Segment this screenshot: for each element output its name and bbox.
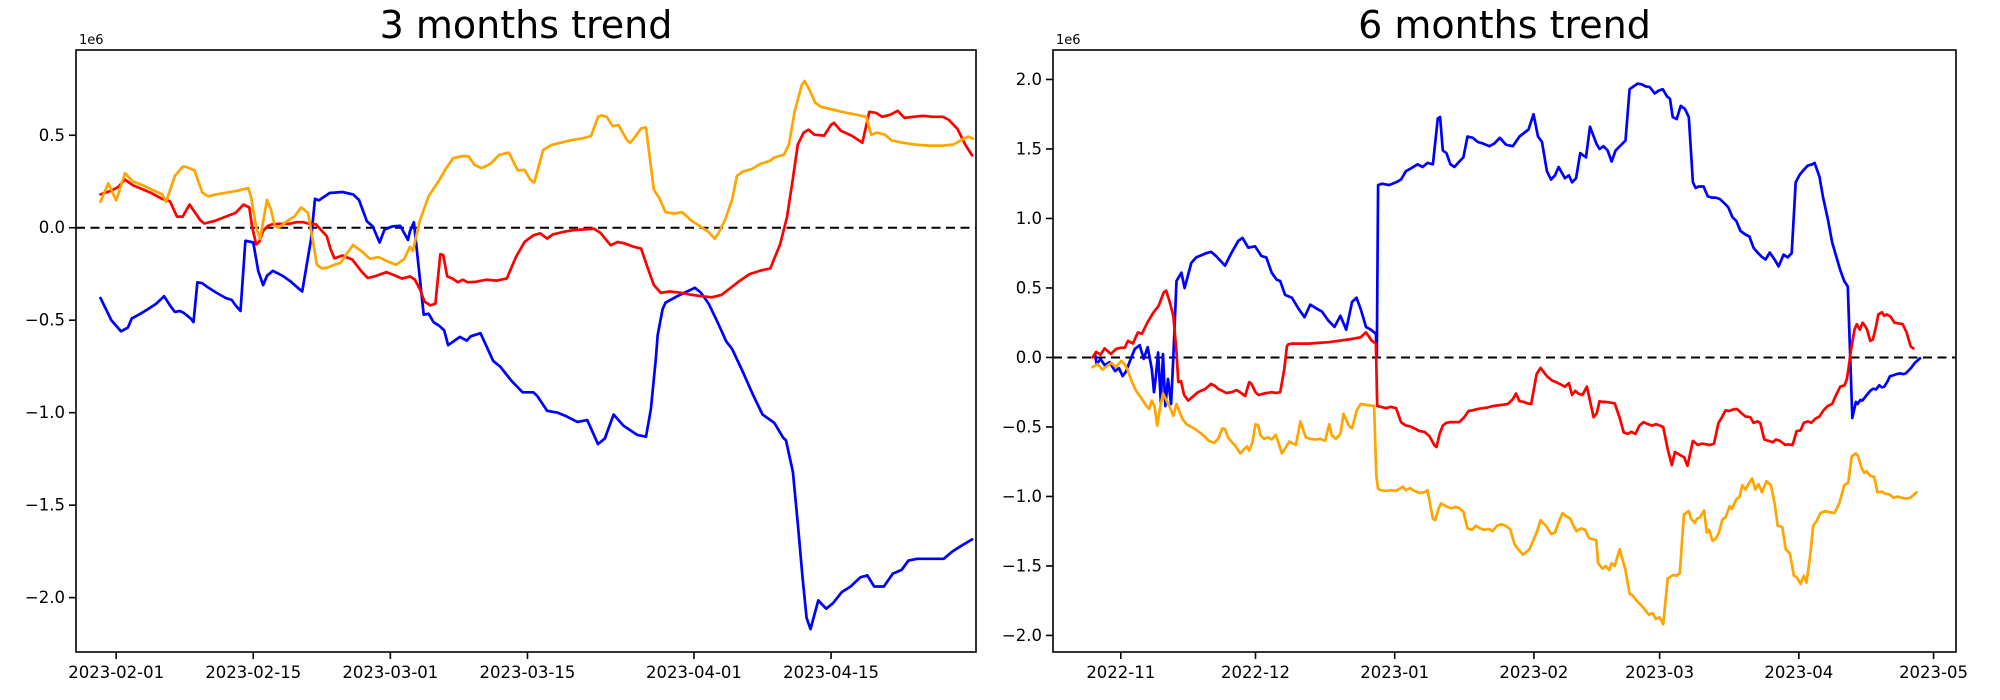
y-tick-label: 1.5 xyxy=(1016,139,1042,158)
y-tick-label: −1.0 xyxy=(1002,487,1042,506)
axes-spines xyxy=(1052,49,1957,653)
y-tick-label: 0.0 xyxy=(39,218,65,237)
y-axis-multiplier-left: 1e6 xyxy=(79,33,104,48)
y-tick-label: −1.0 xyxy=(25,403,65,422)
x-tick-label: 2023-04-15 xyxy=(783,663,879,682)
series-line-red-series xyxy=(99,109,974,307)
y-tick-label: −1.5 xyxy=(25,496,65,515)
series-line-blue-series xyxy=(99,190,974,631)
x-tick-label: 2023-03 xyxy=(1625,663,1694,682)
y-axis-multiplier-right: 1e6 xyxy=(1056,33,1081,48)
y-tick-label: −1.5 xyxy=(1002,556,1042,575)
y-tick-label: −2.0 xyxy=(25,588,65,607)
x-tick-label: 2023-02 xyxy=(1499,663,1568,682)
y-tick-label: 0.0 xyxy=(1016,348,1042,367)
x-tick-label: 2023-04 xyxy=(1764,663,1833,682)
x-tick-label: 2023-03-01 xyxy=(342,663,438,682)
series-line-orange-series xyxy=(99,79,975,270)
x-tick-label: 2023-04-01 xyxy=(646,663,742,682)
axes-spines xyxy=(75,49,977,653)
x-tick-label: 2023-03-15 xyxy=(480,663,576,682)
x-tick-label: 2023-02-15 xyxy=(205,663,301,682)
x-tick-label: 2023-05 xyxy=(1899,663,1968,682)
x-tick-label: 2022-12 xyxy=(1221,663,1290,682)
y-tick-label: 0.5 xyxy=(39,126,65,145)
chart-title-3-months: 3 months trend xyxy=(379,3,673,47)
x-tick-label: 2023-02-01 xyxy=(68,663,164,682)
series-line-blue-series xyxy=(1093,82,1922,420)
y-tick-label: −0.5 xyxy=(25,311,65,330)
y-tick-label: 2.0 xyxy=(1016,70,1042,89)
y-tick-label: 0.5 xyxy=(1016,278,1042,297)
x-tick-label: 2022-11 xyxy=(1086,663,1155,682)
x-tick-label: 2023-01 xyxy=(1360,663,1429,682)
y-tick-label: −0.5 xyxy=(1002,417,1042,436)
series-line-orange-series xyxy=(1091,359,1918,626)
y-tick-label: −2.0 xyxy=(1002,626,1042,645)
y-tick-label: 1.0 xyxy=(1016,209,1042,228)
series-line-red-series xyxy=(1091,289,1915,468)
chart-title-6-months: 6 months trend xyxy=(1358,3,1651,47)
